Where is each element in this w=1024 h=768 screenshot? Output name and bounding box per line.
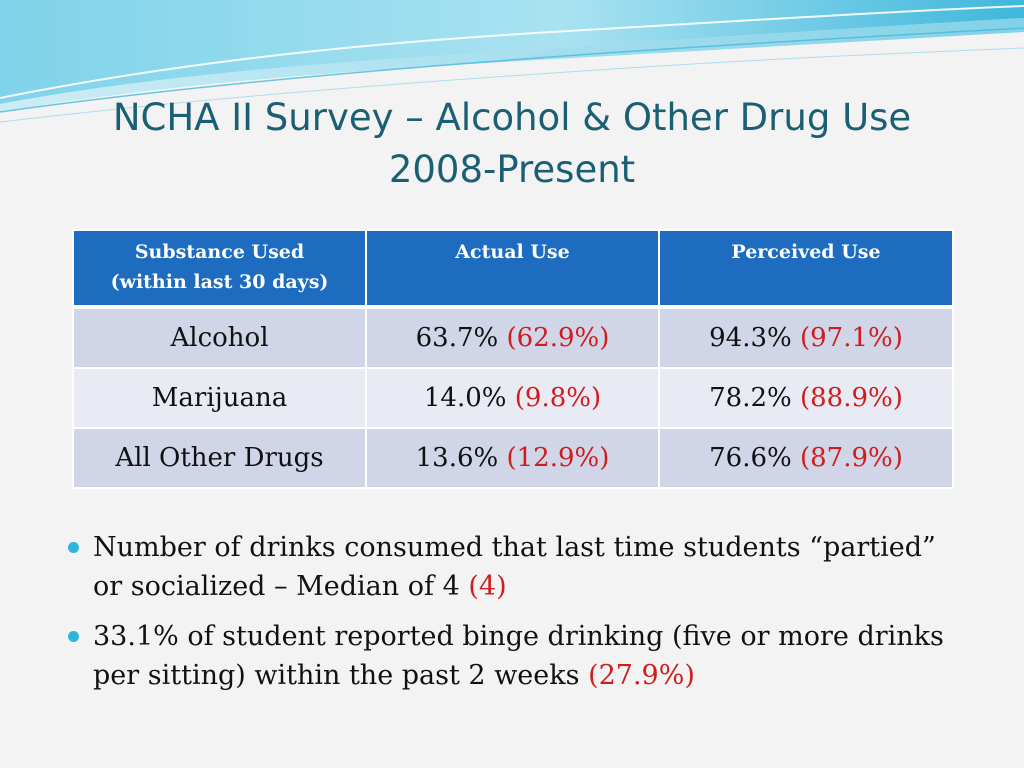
actual-value: 14.0% [423,383,507,413]
perceived-comparison: (97.1%) [799,323,903,353]
perceived-comparison: (87.9%) [799,443,903,473]
bullet-text: Number of drinks consumed that last time… [93,532,936,602]
table-row: All Other Drugs 13.6% (12.9%) 76.6% (87.… [72,427,954,489]
wave-line [0,5,1024,99]
cell-perceived: 78.2% (88.9%) [658,367,954,429]
cell-actual: 63.7% (62.9%) [365,306,660,369]
bullet-comparison: (4) [468,571,507,602]
actual-value: 13.6% [415,443,499,473]
actual-comparison: (62.9%) [506,323,610,353]
actual-comparison: (9.8%) [514,383,602,413]
cell-actual: 13.6% (12.9%) [365,427,660,489]
title-line-1: NCHA II Survey – Alcohol & Other Drug Us… [112,96,912,139]
list-item: 33.1% of student reported binge drinking… [62,617,962,695]
header-substance-line-1: Substance Used [134,241,305,263]
actual-value: 63.7% [415,323,499,353]
cell-perceived: 76.6% (87.9%) [658,427,954,489]
header-perceived-use: Perceived Use [658,229,954,309]
wave-line [0,27,1024,113]
bullet-list: Number of drinks consumed that last time… [62,528,962,706]
bullet-dot-icon [68,631,79,642]
wave-line [0,47,1024,123]
decorative-wave-banner [0,0,1024,123]
actual-comparison: (12.9%) [506,443,610,473]
perceived-value: 94.3% [709,323,792,353]
header-substance-line-2: (within last 30 days) [110,271,329,293]
perceived-value: 76.6% [709,443,792,473]
table-header-row: Substance Used (within last 30 days) Act… [72,229,954,309]
bullet-text: 33.1% of student reported binge drinking… [93,621,944,691]
slide-title: NCHA II Survey – Alcohol & Other Drug Us… [40,92,984,196]
bullet-dot-icon [68,542,79,553]
list-item: Number of drinks consumed that last time… [62,528,962,606]
title-line-2: 2008-Present [388,148,636,191]
bullet-comparison: (27.9%) [588,660,695,691]
perceived-value: 78.2% [709,383,792,413]
perceived-comparison: (88.9%) [799,383,903,413]
table-row: Alcohol 63.7% (62.9%) 94.3% (97.1%) [72,306,954,369]
wave-fill [0,0,1024,104]
substance-use-table: Substance Used (within last 30 days) Act… [72,229,954,489]
table-row: Marijuana 14.0% (9.8%) 78.2% (88.9%) [72,367,954,429]
cell-substance: Alcohol [72,306,367,369]
cell-perceived: 94.3% (97.1%) [658,306,954,369]
cell-actual: 14.0% (9.8%) [365,367,660,429]
header-substance: Substance Used (within last 30 days) [72,229,367,309]
cell-substance: Marijuana [72,367,367,429]
header-actual-use: Actual Use [365,229,660,309]
cell-substance: All Other Drugs [72,427,367,489]
wave-light [0,18,1024,112]
